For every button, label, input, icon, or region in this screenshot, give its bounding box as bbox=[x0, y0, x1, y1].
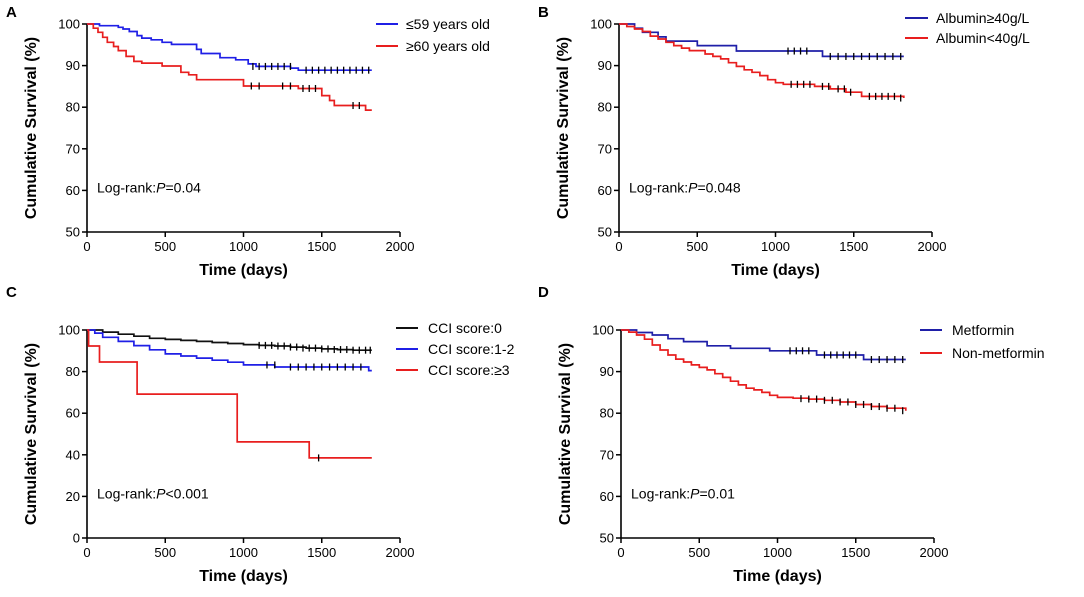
logrank-annotation: Log-rank:P<0.001 bbox=[97, 485, 209, 501]
legend-label: ≤59 years old bbox=[406, 16, 490, 32]
y-tick-label: 50 bbox=[598, 225, 612, 240]
panel-letter: A bbox=[6, 4, 17, 21]
x-tick-label: 1500 bbox=[307, 545, 336, 560]
series-line-1 bbox=[87, 329, 372, 352]
x-axis-title: Time (days) bbox=[199, 262, 288, 279]
x-axis-title: Time (days) bbox=[731, 262, 820, 279]
y-tick-label: 100 bbox=[58, 323, 80, 338]
y-tick-label: 20 bbox=[66, 489, 80, 504]
legend-label: Non-metformin bbox=[952, 345, 1045, 361]
panel-b: B 0 500 1000 1500 2000 50 60 70 80 90 100 Time (days… bbox=[538, 4, 1030, 279]
logrank-annotation: Log-rank:P=0.01 bbox=[631, 485, 735, 501]
series-line-2 bbox=[619, 23, 905, 98]
x-tick-label: 1500 bbox=[839, 239, 868, 254]
x-tick-label: 500 bbox=[154, 545, 176, 560]
y-tick-label: 90 bbox=[66, 58, 80, 73]
x-axis-title: Time (days) bbox=[199, 568, 288, 585]
y-tick-label: 70 bbox=[600, 447, 614, 462]
x-tick-label: 0 bbox=[615, 239, 622, 254]
x-tick-label: 1000 bbox=[761, 239, 790, 254]
panel-c: C 0 500 1000 1500 2000 0 20 40 60 80 100 Time (days)… bbox=[6, 284, 515, 585]
legend-label: CCI score:0 bbox=[428, 320, 502, 336]
logrank-annotation: Log-rank:P=0.048 bbox=[629, 179, 741, 195]
logrank-annotation: Log-rank:P=0.04 bbox=[97, 179, 201, 195]
y-tick-label: 60 bbox=[600, 489, 614, 504]
y-tick-label: 50 bbox=[600, 531, 614, 546]
series-line-1 bbox=[87, 23, 372, 72]
x-tick-label: 2000 bbox=[386, 239, 415, 254]
panel-d: D 0 500 1000 1500 2000 50 60 70 80 90 100 Time (days… bbox=[538, 284, 1045, 585]
y-tick-label: 90 bbox=[600, 364, 614, 379]
x-tick-label: 2000 bbox=[920, 545, 949, 560]
y-tick-label: 80 bbox=[598, 100, 612, 115]
y-axis-title: Cumulative Survival (%) bbox=[23, 37, 40, 219]
x-tick-label: 0 bbox=[83, 545, 90, 560]
series-line-1 bbox=[619, 23, 904, 58]
y-tick-label: 40 bbox=[66, 447, 80, 462]
x-tick-label: 1500 bbox=[841, 545, 870, 560]
y-tick-label: 0 bbox=[73, 531, 80, 546]
panel-letter: C bbox=[6, 284, 17, 301]
y-tick-label: 80 bbox=[600, 406, 614, 421]
x-tick-label: 1000 bbox=[763, 545, 792, 560]
y-tick-label: 50 bbox=[66, 225, 80, 240]
y-tick-label: 80 bbox=[66, 364, 80, 379]
legend-label: Metformin bbox=[952, 322, 1014, 338]
panel-a: A 0 500 1000 1500 2000 50 60 70 80 90 100 Time (days… bbox=[6, 4, 490, 279]
x-tick-label: 500 bbox=[686, 239, 708, 254]
y-axis-title: Cumulative Survival (%) bbox=[23, 343, 40, 525]
panel-letter: B bbox=[538, 4, 549, 21]
legend-label: CCI score:1-2 bbox=[428, 341, 515, 357]
x-tick-label: 0 bbox=[83, 239, 90, 254]
legend-label: ≥60 years old bbox=[406, 38, 490, 54]
y-axis-title: Cumulative Survival (%) bbox=[557, 343, 574, 525]
y-tick-label: 60 bbox=[598, 183, 612, 198]
y-axis-title: Cumulative Survival (%) bbox=[555, 37, 572, 219]
x-tick-label: 500 bbox=[688, 545, 710, 560]
legend-label: Albumin≥40g/L bbox=[936, 10, 1030, 26]
x-tick-label: 1500 bbox=[307, 239, 336, 254]
x-tick-label: 2000 bbox=[918, 239, 947, 254]
legend-label: Albumin<40g/L bbox=[936, 30, 1030, 46]
panel-letter: D bbox=[538, 284, 549, 301]
y-tick-label: 100 bbox=[58, 17, 80, 32]
series-line-1 bbox=[621, 329, 906, 361]
legend-label: CCI score:≥3 bbox=[428, 362, 510, 378]
y-tick-label: 60 bbox=[66, 183, 80, 198]
y-tick-label: 80 bbox=[66, 100, 80, 115]
x-tick-label: 1000 bbox=[229, 239, 258, 254]
x-tick-label: 500 bbox=[154, 239, 176, 254]
x-tick-label: 0 bbox=[617, 545, 624, 560]
series-line-2 bbox=[621, 329, 907, 411]
series-line-2 bbox=[87, 329, 372, 372]
series-line-3 bbox=[87, 329, 372, 459]
y-tick-label: 100 bbox=[592, 323, 614, 338]
y-tick-label: 60 bbox=[66, 406, 80, 421]
x-tick-label: 2000 bbox=[386, 545, 415, 560]
y-tick-label: 70 bbox=[598, 141, 612, 156]
y-tick-label: 100 bbox=[590, 17, 612, 32]
y-tick-label: 90 bbox=[598, 58, 612, 73]
series-line-2 bbox=[87, 23, 372, 111]
x-axis-title: Time (days) bbox=[733, 568, 822, 585]
y-tick-label: 70 bbox=[66, 141, 80, 156]
x-tick-label: 1000 bbox=[229, 545, 258, 560]
